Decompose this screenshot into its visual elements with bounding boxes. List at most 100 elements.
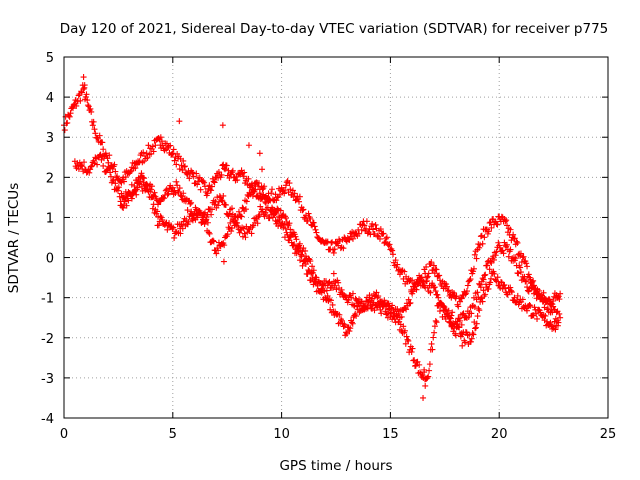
data-point: [441, 307, 448, 314]
data-point: [554, 317, 561, 324]
data-point: [366, 294, 373, 301]
data-point: [358, 226, 365, 233]
data-point: [269, 214, 276, 221]
data-point: [446, 318, 453, 325]
data-point: [346, 236, 353, 243]
data-point: [151, 189, 158, 196]
data-point: [241, 230, 248, 237]
data-point: [157, 213, 164, 220]
data-point: [180, 190, 187, 197]
data-point: [477, 241, 484, 248]
data-point: [473, 320, 480, 327]
data-point: [321, 288, 328, 295]
data-point: [459, 311, 466, 318]
data-point: [507, 284, 514, 291]
data-point: [333, 286, 340, 293]
data-point: [274, 194, 281, 201]
data-point: [234, 177, 241, 184]
data-point: [81, 82, 88, 89]
data-point: [433, 266, 440, 273]
data-point: [372, 221, 379, 228]
data-point: [462, 291, 469, 298]
data-point: [423, 277, 430, 284]
data-point: [450, 289, 457, 296]
data-point: [273, 197, 280, 204]
data-point: [305, 267, 312, 274]
data-point: [173, 178, 180, 185]
data-point: [468, 310, 475, 317]
data-point: [458, 295, 465, 302]
data-point: [424, 273, 431, 280]
data-point: [447, 315, 454, 322]
data-point: [262, 198, 269, 205]
data-point: [554, 322, 561, 329]
tick-labels: 0 5 10 15 20 25 -4 -3 -2 -1 0 1 2 3 4 5: [41, 51, 616, 442]
data-point: [407, 299, 414, 306]
data-point: [282, 215, 289, 222]
chart-title: Day 120 of 2021, Sidereal Day-to-day VTE…: [60, 21, 609, 37]
data-point: [115, 184, 122, 191]
data-point: [134, 184, 141, 191]
data-point: [80, 74, 87, 81]
data-point: [168, 150, 175, 157]
data-point: [87, 163, 94, 170]
data-point: [468, 335, 475, 342]
data-point: [100, 146, 107, 153]
data-point: [129, 191, 136, 198]
data-point: [513, 238, 520, 245]
data-point: [446, 314, 453, 321]
data-point: [336, 238, 343, 245]
data-point: [384, 314, 391, 321]
data-point: [514, 239, 521, 246]
data-point: [361, 222, 368, 229]
data-point: [290, 242, 297, 249]
data-point: [503, 217, 510, 224]
data-point: [154, 208, 161, 215]
data-point: [234, 223, 241, 230]
data-point: [347, 325, 354, 332]
data-point: [374, 232, 381, 239]
data-point: [525, 271, 532, 278]
data-point: [67, 110, 74, 117]
data-point: [208, 183, 215, 190]
data-point: [228, 169, 235, 176]
data-point: [302, 257, 309, 264]
data-point: [392, 257, 399, 264]
data-point: [487, 275, 494, 282]
data-point: [106, 165, 113, 172]
data-point: [312, 279, 319, 286]
data-point: [400, 323, 407, 330]
data-point: [96, 132, 103, 139]
data-point: [409, 345, 416, 352]
data-point: [80, 86, 87, 93]
data-point: [463, 288, 470, 295]
data-point: [266, 215, 273, 222]
data-point: [330, 249, 337, 256]
data-point: [218, 197, 225, 204]
data-point: [223, 162, 230, 169]
data-point: [287, 226, 294, 233]
data-point: [479, 240, 486, 247]
data-point: [197, 186, 204, 193]
data-point: [472, 324, 479, 331]
data-point: [296, 193, 303, 200]
data-point: [128, 195, 135, 202]
data-point: [535, 291, 542, 298]
data-point: [556, 310, 563, 317]
data-point: [178, 193, 185, 200]
data-point: [204, 219, 211, 226]
data-point: [343, 293, 350, 300]
data-point: [200, 210, 207, 217]
data-point: [335, 279, 342, 286]
data-point: [484, 230, 491, 237]
data-point: [460, 310, 467, 317]
data-point: [266, 196, 273, 203]
data-point: [526, 301, 533, 308]
data-point: [519, 254, 526, 261]
data-point: [472, 325, 479, 332]
data-point: [174, 182, 181, 189]
data-point: [424, 374, 431, 381]
data-point: [309, 263, 316, 270]
data-point: [83, 91, 90, 98]
data-point: [131, 182, 138, 189]
